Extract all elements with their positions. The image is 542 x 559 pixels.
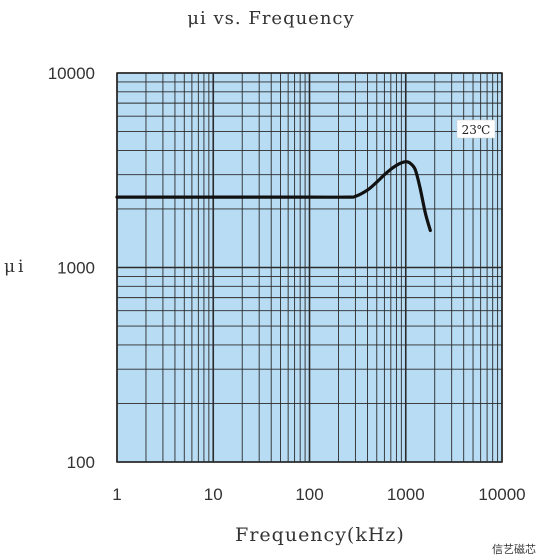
temperature-annotation: 23℃ <box>456 119 496 139</box>
plot-frame <box>116 72 503 463</box>
x-tick-label: 1000 <box>387 485 425 504</box>
x-tick-label: 100 <box>295 485 323 504</box>
chart-title: μi vs. Frequency <box>187 8 355 29</box>
y-axis-ticks: 100 1000 10000 <box>48 64 95 472</box>
x-tick-label: 10 <box>204 485 223 504</box>
series-line <box>115 160 432 233</box>
y-tick-label: 100 <box>67 453 95 472</box>
x-axis-label: Frequency(kHz) <box>235 524 405 546</box>
x-tick-label: 1 <box>112 485 121 504</box>
x-tick-label: 10000 <box>478 485 525 504</box>
x-axis-ticks: 1 10 100 1000 10000 <box>112 485 525 504</box>
y-axis-label: μi <box>4 257 27 277</box>
y-tick-label: 10000 <box>48 64 95 83</box>
annotation-label: 23℃ <box>462 123 491 137</box>
y-tick-label: 1000 <box>57 259 95 278</box>
watermark: 信艺磁芯 <box>492 543 536 556</box>
